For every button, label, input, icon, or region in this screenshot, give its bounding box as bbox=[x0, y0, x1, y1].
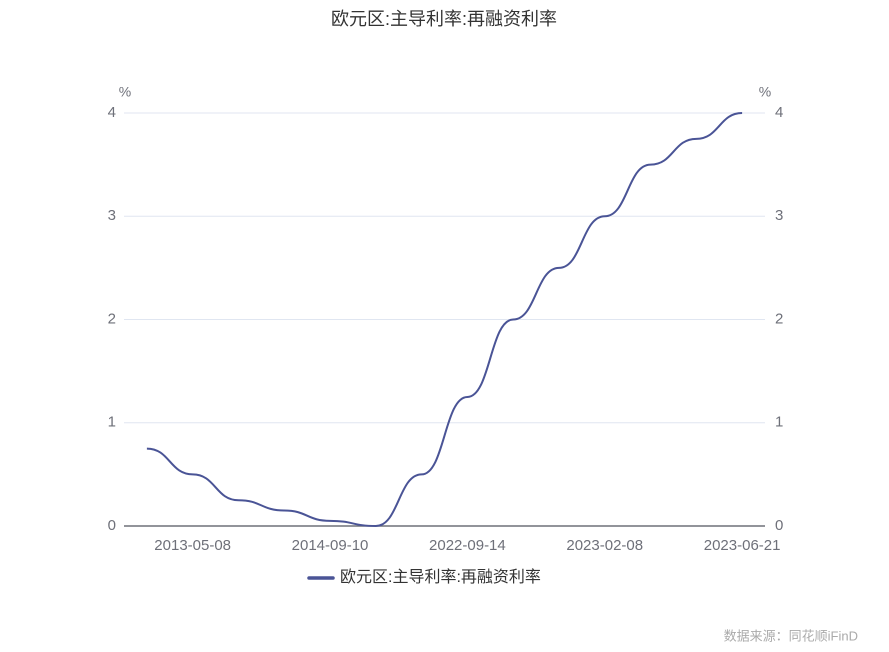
chart-title: 欧元区:主导利率:再融资利率 bbox=[331, 9, 557, 29]
x-tick-label: 2014-09-10 bbox=[292, 537, 369, 554]
x-tick-label: 2013-05-08 bbox=[154, 537, 231, 554]
y2-tick-label: 4 bbox=[775, 104, 783, 121]
y2-tick-label: 3 bbox=[775, 207, 783, 224]
y-tick-label: 1 bbox=[108, 414, 116, 431]
x-tick-label: 2023-06-21 bbox=[704, 537, 781, 554]
y2-tick-label: 1 bbox=[775, 414, 783, 431]
x-tick-label: 2023-02-08 bbox=[566, 537, 643, 554]
source-note: 数据来源：同花顺iFinD bbox=[724, 628, 858, 643]
y-unit: % bbox=[119, 84, 131, 100]
x-tick-label: 2022-09-14 bbox=[429, 537, 506, 554]
y2-tick-label: 2 bbox=[775, 310, 783, 327]
y-tick-label: 3 bbox=[108, 207, 116, 224]
y2-unit: % bbox=[759, 84, 771, 100]
y2-tick-label: 0 bbox=[775, 517, 783, 534]
y-tick-label: 4 bbox=[108, 104, 116, 121]
y-tick-label: 2 bbox=[108, 310, 116, 327]
y-tick-label: 0 bbox=[108, 517, 116, 534]
legend-label: 欧元区:主导利率:再融资利率 bbox=[340, 568, 541, 586]
line-series bbox=[146, 112, 743, 528]
